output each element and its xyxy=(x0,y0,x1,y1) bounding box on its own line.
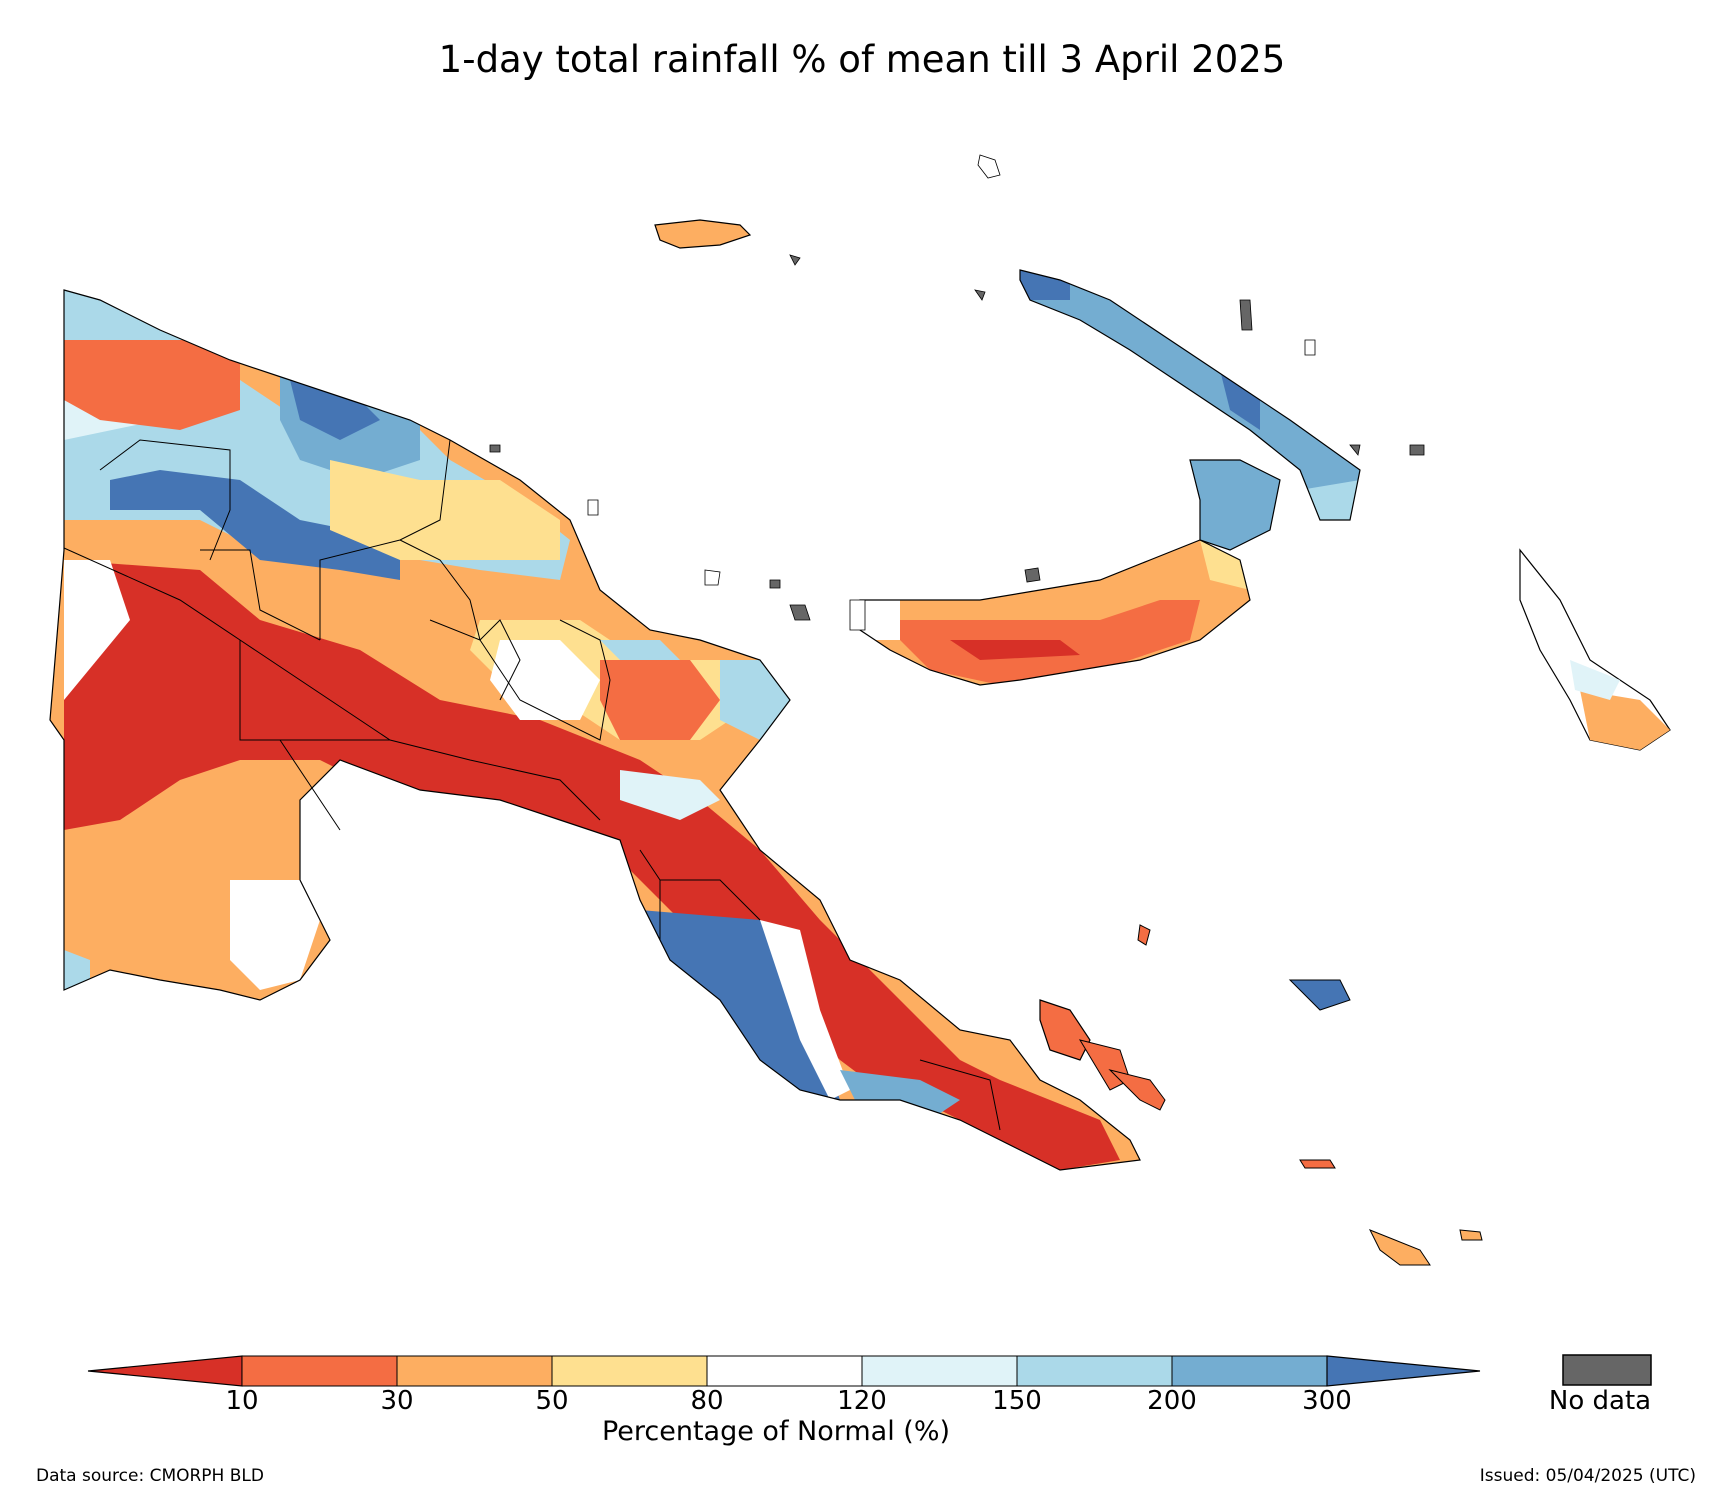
new-britain-coastline xyxy=(859,539,1251,686)
goodenough-island xyxy=(1039,999,1091,1061)
woodlark-island xyxy=(1288,979,1351,1011)
colorbar-label: Percentage of Normal (%) xyxy=(601,1416,951,1447)
colorbar-bin-200-300 xyxy=(1171,1355,1328,1387)
no-data-swatch xyxy=(1562,1354,1652,1386)
colorbar-bin-10-30 xyxy=(241,1355,398,1387)
new-britain-rainfall xyxy=(860,540,1250,685)
no-data-label: No data xyxy=(1548,1386,1652,1416)
mainland-coastline xyxy=(49,289,1141,1171)
colorbar-tick: 80 xyxy=(690,1386,724,1416)
colorbar-bin-80-120 xyxy=(706,1355,863,1387)
rossel-island xyxy=(1368,1229,1431,1266)
colorbar-low-arrow xyxy=(87,1355,243,1387)
colorbar-tick: 50 xyxy=(535,1386,569,1416)
misima-island xyxy=(1299,1159,1336,1169)
colorbar-bin-120-150 xyxy=(861,1355,1018,1387)
colorbar-tick: 200 xyxy=(1147,1386,1197,1416)
no-data-islands xyxy=(489,254,1425,621)
colorbar-bin-150-200 xyxy=(1016,1355,1173,1387)
province-boundaries xyxy=(63,439,1001,1131)
colorbar-tick: 150 xyxy=(992,1386,1042,1416)
map-title: 1-day total rainfall % of mean till 3 Ap… xyxy=(438,38,1286,81)
issued-date: Issued: 05/04/2025 (UTC) xyxy=(1479,1466,1696,1486)
colorbar-tick: 300 xyxy=(1302,1386,1352,1416)
new-ireland-rainfall xyxy=(1020,270,1360,520)
tagula-island xyxy=(1459,1229,1483,1241)
mainland-rainfall xyxy=(50,290,1140,1170)
trobriand-island xyxy=(1137,924,1151,946)
manus-island xyxy=(654,219,752,249)
small-islands xyxy=(587,154,1316,631)
colorbar-bin-50-80 xyxy=(551,1355,708,1387)
bougainville-south-rainfall xyxy=(1580,690,1670,750)
gazelle-peninsula xyxy=(1189,459,1281,551)
bougainville-mid-rainfall xyxy=(1570,660,1620,700)
colorbar-high-arrow xyxy=(1326,1355,1481,1387)
normanby-island xyxy=(1108,1069,1166,1111)
colorbar-tick: 10 xyxy=(225,1386,259,1416)
new-ireland-coastline xyxy=(1019,269,1361,521)
colorbar-tick: 120 xyxy=(837,1386,887,1416)
data-source: Data source: CMORPH BLD xyxy=(36,1466,264,1486)
colorbar-tick: 30 xyxy=(380,1386,414,1416)
colorbar-bin-30-50 xyxy=(396,1355,553,1387)
colorbar xyxy=(87,1354,1652,1387)
